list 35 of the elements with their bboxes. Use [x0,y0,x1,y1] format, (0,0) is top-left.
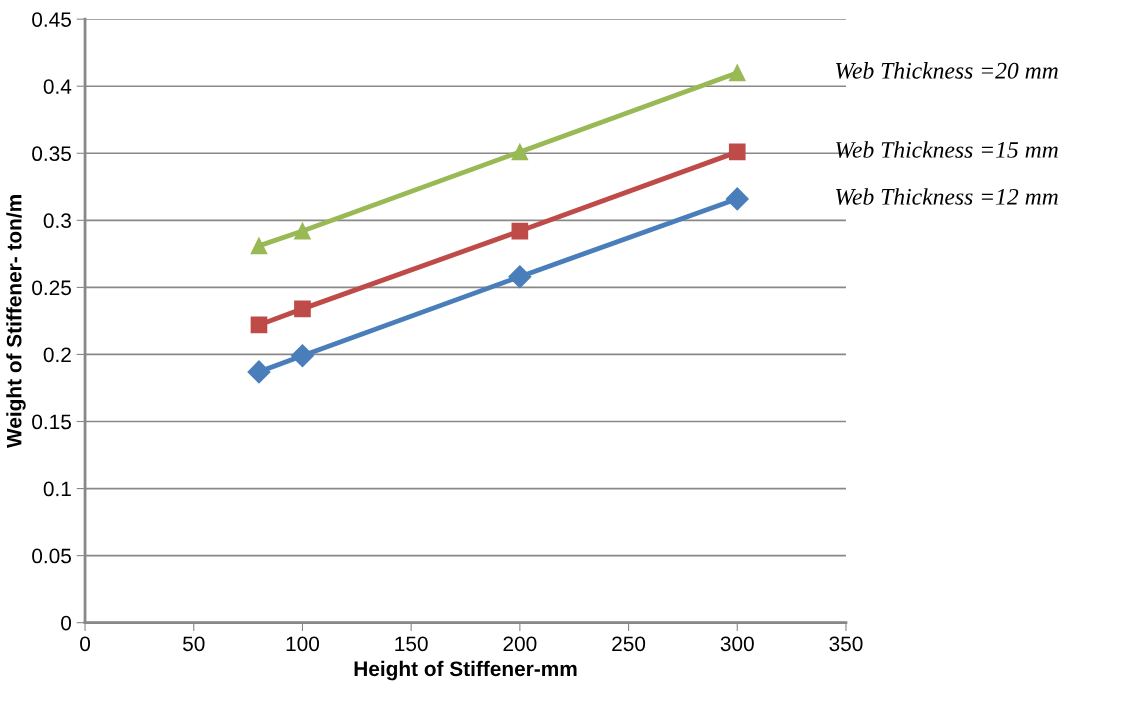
text: Web Thickness =15 mm [836,141,1058,158]
text: Web Thickness =20 mm [836,62,1058,79]
x-tick-label: 150 [395,636,428,652]
point [294,300,311,318]
point [250,237,268,255]
y-tick-label: 0.45 [32,12,71,27]
y-tick-label: 0.2 [43,347,71,363]
y-tick-label: 0.25 [32,280,71,296]
y-tick-label: 0 [61,615,72,631]
point [294,222,311,240]
x-tick-label: 0 [80,636,91,652]
y-axis-title: Weight of Stiffener- ton/m [6,195,26,449]
y-tick-label: 0.3 [43,213,71,229]
y-tick-label: 0.4 [43,79,72,94]
y-tick-label: 0.35 [32,146,71,162]
y-tick-label: 0.15 [32,414,71,430]
x-tick-label: 300 [720,636,754,652]
y-tick-label: 0.1 [43,481,71,497]
x-tick-label: 350 [829,636,863,652]
point [247,360,271,384]
point [508,265,532,289]
text: Web Thickness =12 mm [836,188,1058,205]
x-tick-label: 50 [183,636,205,652]
point [290,344,314,368]
point [728,64,746,82]
x-axis-title: Height of Stiffener-mm [354,660,577,681]
point [511,222,529,240]
point [250,316,268,334]
point [728,143,746,161]
point [725,187,749,211]
point [511,143,529,161]
y-tick-label: 0.05 [32,548,71,564]
x-tick-label: 200 [503,636,537,652]
x-tick-label: 100 [286,636,320,652]
x-tick-label: 250 [612,636,646,652]
